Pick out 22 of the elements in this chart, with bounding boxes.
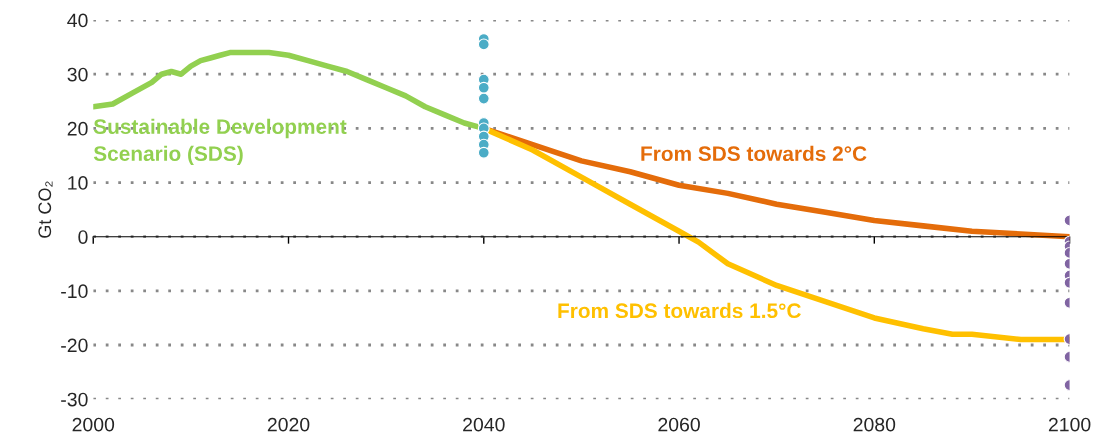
y-tick-label: 40 [67, 13, 88, 28]
point [477, 146, 490, 159]
x-tick-label: 2000 [72, 417, 115, 432]
x-tick-label: 2040 [463, 417, 505, 432]
y-tick-label: -20 [61, 338, 88, 353]
x-tick-label: 2100 [1048, 417, 1091, 432]
x-tick-label: 2020 [267, 417, 310, 432]
point [477, 92, 490, 105]
y-tick-label: 20 [67, 121, 88, 136]
point [477, 81, 490, 94]
y-tick-label: 0 [78, 230, 88, 244]
series-label: From SDS towards 2°C [641, 145, 867, 162]
y-tick-label: -10 [61, 284, 88, 299]
x-tick-label: 2080 [853, 417, 896, 432]
point [477, 38, 490, 51]
x-tick-label: 2060 [658, 417, 700, 432]
series-label: Sustainable Development Scenario (SDS) [93, 118, 347, 166]
y-tick-label: 10 [68, 176, 88, 190]
y-tick-label: -30 [61, 392, 88, 407]
series-label: From SDS towards 1.5°C [558, 302, 801, 319]
y-axis-title: Gt CO₂ [38, 181, 53, 238]
y-tick-label: 30 [67, 67, 88, 82]
